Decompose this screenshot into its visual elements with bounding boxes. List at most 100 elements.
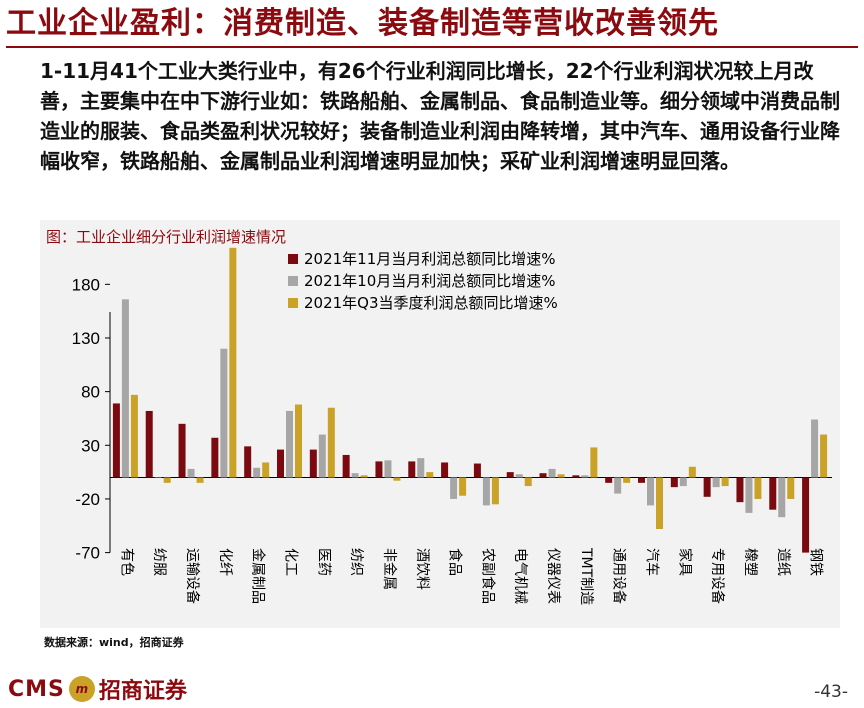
bar-series-2 <box>450 477 458 499</box>
bar-series-1 <box>736 477 744 503</box>
bar-series-1 <box>802 477 810 553</box>
bar-series-3 <box>327 407 335 478</box>
bar-series-1 <box>473 463 481 478</box>
logo-cms-text: CMS <box>8 676 65 702</box>
y-tick-label: 30 <box>81 436 100 455</box>
bar-series-1 <box>572 475 580 478</box>
bar-series-1 <box>112 403 120 478</box>
legend-label-1: 2021年11月当月利润总额同比增速% <box>304 250 556 268</box>
legend-label-3: 2021年Q3当季度利润总额同比增速% <box>304 294 558 312</box>
bar-series-3 <box>295 404 302 478</box>
x-category-label: 有色 <box>118 548 135 576</box>
bar-series-3 <box>656 477 663 529</box>
legend-swatch-1 <box>288 254 298 264</box>
logo-company-name: 招商证券 <box>98 678 187 704</box>
bar-series-3 <box>557 474 565 478</box>
bar-series-3 <box>360 475 368 478</box>
bar-series-1 <box>178 423 186 478</box>
bar-series-1 <box>769 477 777 510</box>
bar-series-1 <box>342 454 350 478</box>
bar-series-3 <box>196 477 204 483</box>
bar-series-3 <box>590 447 598 478</box>
bar-series-3 <box>130 394 138 478</box>
bar-series-2 <box>220 348 228 478</box>
bar-series-1 <box>670 477 678 488</box>
bar-series-2 <box>679 477 687 487</box>
x-category-label: 专用设备 <box>709 548 726 604</box>
bar-series-2 <box>121 299 129 478</box>
bar-series-2 <box>318 434 326 478</box>
bar-series-3 <box>787 477 795 499</box>
bar-series-3 <box>623 477 631 483</box>
bar-series-2 <box>548 468 556 478</box>
x-category-label: 仪器仪表 <box>545 548 561 604</box>
x-category-label: 橡塑 <box>742 548 758 576</box>
bar-series-3 <box>491 477 499 505</box>
bar-series-3 <box>688 466 696 478</box>
legend-label-2: 2021年10月当月利润总额同比增速% <box>304 272 556 290</box>
chart-title: 图：工业企业细分行业利润增速情况 <box>46 228 286 246</box>
x-category-label: 非金属 <box>381 548 397 590</box>
x-category-label: 汽车 <box>644 548 661 576</box>
bar-series-3 <box>820 434 828 478</box>
bar-series-1 <box>145 410 153 478</box>
bar-series-3 <box>754 477 762 499</box>
bar-series-3 <box>426 472 434 478</box>
bar-series-2 <box>417 458 425 478</box>
bar-series-2 <box>581 475 589 478</box>
bar-series-2 <box>712 477 720 488</box>
bar-series-3 <box>393 477 401 481</box>
legend-swatch-2 <box>288 276 298 286</box>
summary-text: 1-11月41个工业大类行业中，有26个行业利润同比增长，22个行业利润状况较上… <box>40 59 840 173</box>
bar-series-2 <box>515 474 523 478</box>
x-category-label: 医药 <box>315 548 331 576</box>
logo-mark-icon: m <box>68 676 95 702</box>
bar-series-1 <box>539 473 547 478</box>
bar-series-1 <box>638 477 645 483</box>
x-category-label: 纺服 <box>151 548 167 576</box>
bar-series-1 <box>211 437 219 478</box>
y-tick-label: 180 <box>72 275 100 294</box>
bar-series-2 <box>482 477 490 506</box>
x-category-label: 电气机械 <box>512 548 528 604</box>
chart-panel: 图：工业企业细分行业利润增速情况 180 130 80 30 -20 -70 有色 纺服 运输设备… <box>40 220 840 628</box>
x-category-label: 通用设备 <box>611 548 628 604</box>
bar-series-2 <box>647 477 654 506</box>
bar-series-2 <box>154 477 162 479</box>
bar-series-3 <box>262 462 270 478</box>
y-tick-label: 130 <box>72 329 100 348</box>
bar-series-2 <box>351 473 359 478</box>
y-tick-label: 80 <box>81 383 100 402</box>
bar-series-2 <box>745 477 753 513</box>
x-category-label: 造纸 <box>775 548 791 576</box>
x-category-label: 食品 <box>447 548 464 576</box>
bar-series-2 <box>253 467 261 478</box>
y-tick-label: -20 <box>75 490 100 509</box>
industry-profit-growth-chart: 图：工业企业细分行业利润增速情况 180 130 80 30 -20 -70 有色 纺服 运输设备… <box>46 228 832 605</box>
x-category-label: 化工 <box>283 548 299 576</box>
legend-swatch-3 <box>288 298 298 308</box>
page-number: -43- <box>814 682 848 702</box>
bar-series-2 <box>286 410 293 478</box>
x-category-label: 家具 <box>676 548 693 576</box>
bar-series-1 <box>703 477 711 497</box>
bar-series-1 <box>375 461 383 478</box>
bar-series-1 <box>244 446 252 478</box>
x-category-label: 钢铁 <box>808 548 824 576</box>
bar-series-3 <box>229 247 237 478</box>
x-category-label: 化纤 <box>217 548 233 576</box>
company-logo: CMS m 招商证券 <box>8 674 187 704</box>
bar-series-2 <box>187 468 195 478</box>
bar-series-1 <box>441 462 449 478</box>
x-category-label: TMT制造 <box>578 547 594 605</box>
slide-title: 工业企业盈利：消费制造、装备制造等营收改善领先 <box>6 6 719 41</box>
bar-series-3 <box>524 477 532 487</box>
bar-series-2 <box>614 477 622 494</box>
x-category-label: 酒饮料 <box>414 548 430 590</box>
x-category-label: 运输设备 <box>184 548 201 604</box>
bar-series-1 <box>277 449 284 478</box>
bar-series-3 <box>721 477 729 487</box>
bar-series-2 <box>384 460 392 478</box>
x-category-label: 农副食品 <box>479 548 496 604</box>
y-tick-label: -70 <box>75 544 100 563</box>
